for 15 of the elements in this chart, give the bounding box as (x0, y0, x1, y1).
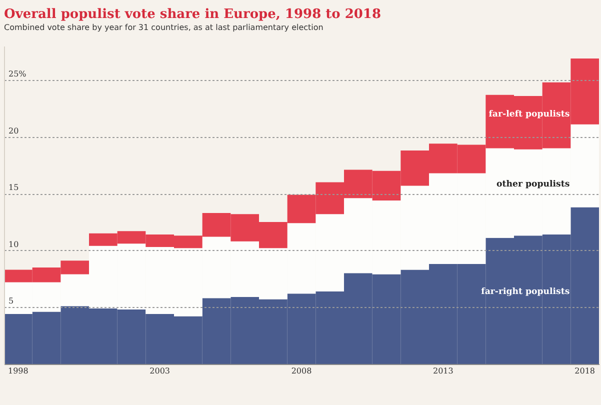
y-tick-label: 10 (8, 240, 19, 249)
y-tick-label: 15 (8, 183, 19, 192)
x-tick-label: 1998 (8, 366, 28, 376)
series-label: far-right populists (481, 286, 570, 297)
y-tick-label: 25% (8, 70, 27, 79)
series-label: other populists (496, 180, 570, 190)
x-tick-label: 2003 (150, 366, 170, 376)
chart-title: Overall populist vote share in Europe, 1998 to 2018 (4, 7, 382, 22)
series-label: far-left populists (488, 110, 570, 120)
x-tick-label: 2013 (432, 366, 454, 376)
chart-subtitle: Combined vote share by year for 31 countries, as at last parliamentary election (4, 23, 324, 32)
y-tick-label: 20 (8, 126, 19, 136)
x-tick-label: 2008 (291, 366, 312, 376)
y-tick-label: 5 (8, 296, 14, 306)
x-tick-label: 2018 (574, 366, 596, 376)
